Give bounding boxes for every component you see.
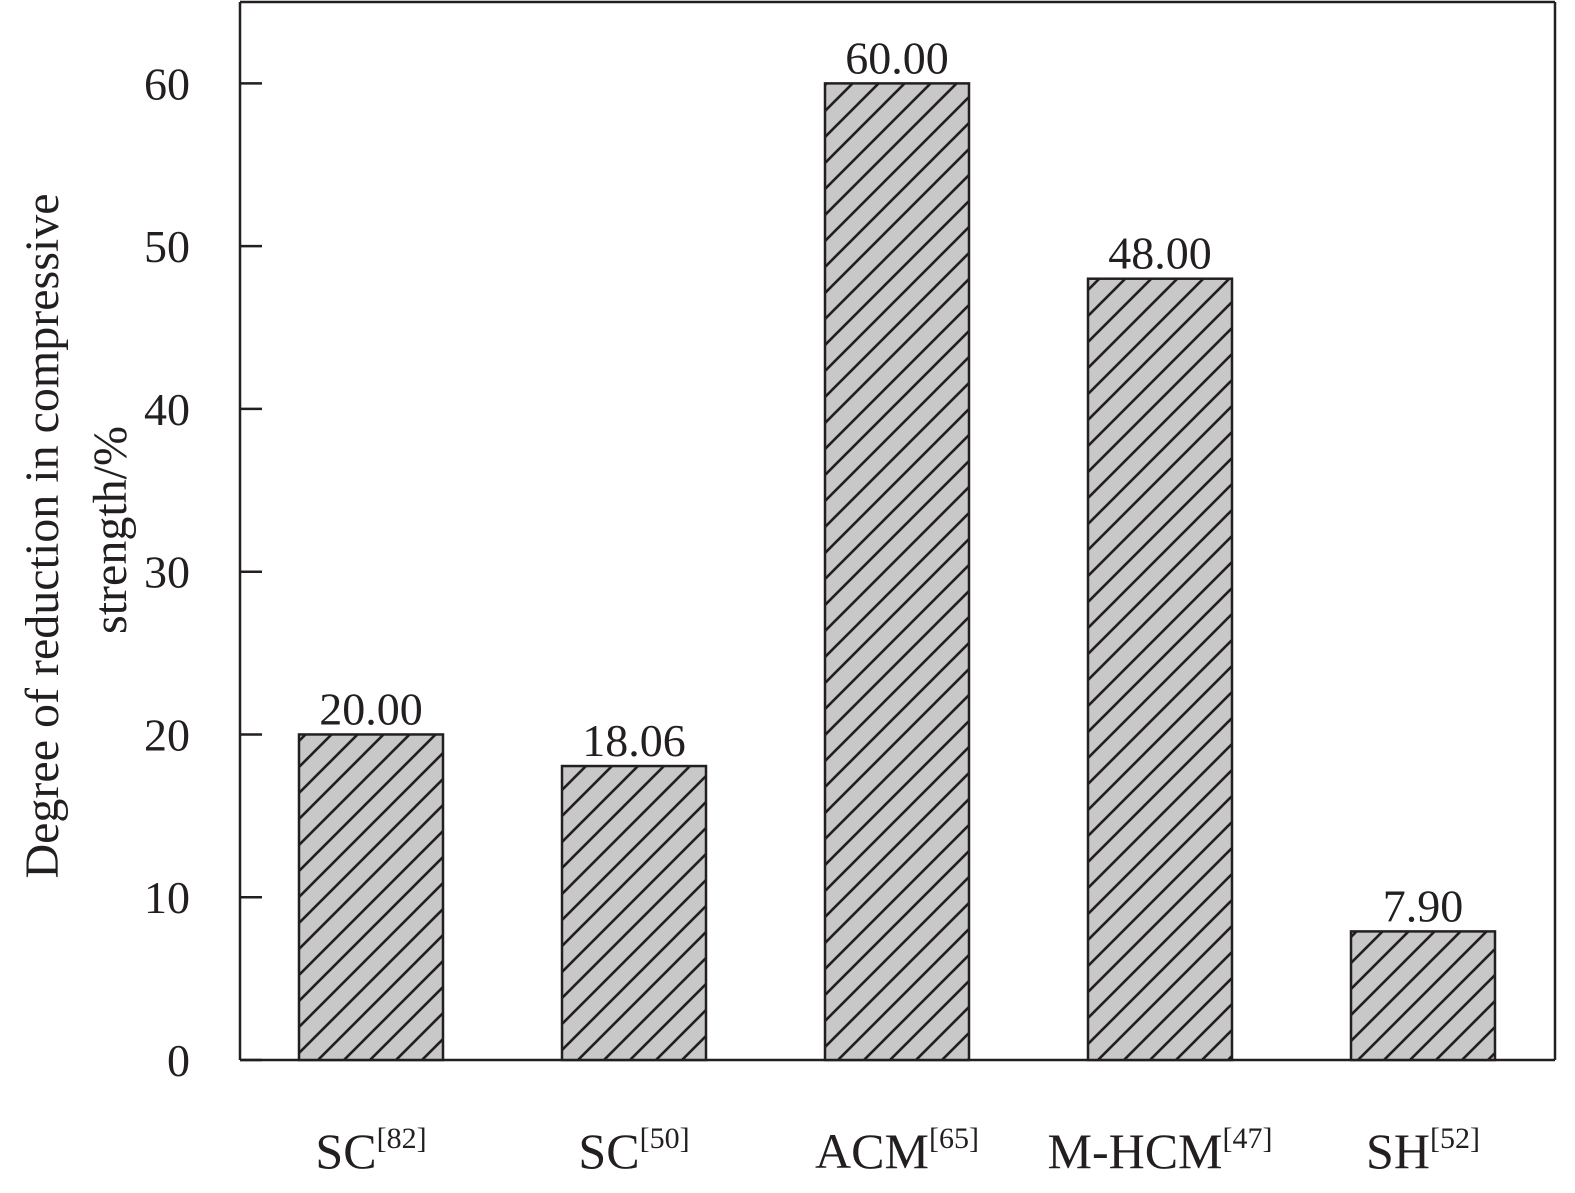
y-axis: 0 10 20 30 40 50 60 [144, 58, 262, 1086]
bars-group [297, 82, 1497, 1062]
x-category-label: ACM[65] [815, 1122, 979, 1179]
category-name: SC [315, 1123, 376, 1179]
x-category-label: SC[50] [578, 1122, 689, 1179]
value-label: 60.00 [845, 32, 949, 83]
bar [1086, 277, 1234, 1062]
value-label: 18.06 [582, 715, 686, 766]
bar [1349, 930, 1497, 1062]
category-name: ACM [815, 1123, 929, 1179]
y-tick-label: 0 [167, 1035, 190, 1086]
value-label: 48.00 [1108, 228, 1212, 279]
value-labels-group: 20.00 18.06 60.00 48.00 7.90 [319, 32, 1463, 931]
bar [297, 733, 445, 1062]
y-axis-title-line-2: strength/% [84, 426, 137, 634]
y-axis-title-line-1: Degree of reduction in compressive [16, 193, 69, 878]
category-name: SH [1366, 1123, 1430, 1179]
bar [823, 82, 971, 1062]
category-reference: [52] [1430, 1122, 1480, 1155]
x-category-label: SC[82] [315, 1122, 426, 1179]
plot-frame [238, 0, 1557, 1062]
bar [560, 764, 708, 1062]
value-label: 20.00 [319, 683, 423, 734]
category-name: M-HCM [1047, 1123, 1222, 1179]
value-label: 7.90 [1383, 880, 1464, 931]
x-axis: SC[82] SC[50] ACM[65] M-HCM[47] SH[52] [315, 1122, 1480, 1179]
y-tick-label: 60 [144, 58, 190, 109]
category-reference: [82] [377, 1122, 427, 1155]
y-tick-label: 30 [144, 547, 190, 598]
y-tick-label: 20 [144, 709, 190, 760]
y-tick-label: 40 [144, 384, 190, 435]
x-category-label: M-HCM[47] [1047, 1122, 1272, 1179]
y-tick-label: 10 [144, 872, 190, 923]
category-name: SC [578, 1123, 639, 1179]
y-axis-title: Degree of reduction in compressive stren… [16, 181, 137, 878]
category-reference: [65] [929, 1122, 979, 1155]
y-tick-label: 50 [144, 221, 190, 272]
category-reference: [47] [1223, 1122, 1273, 1155]
category-reference: [50] [640, 1122, 690, 1155]
x-category-label: SH[52] [1366, 1122, 1480, 1179]
